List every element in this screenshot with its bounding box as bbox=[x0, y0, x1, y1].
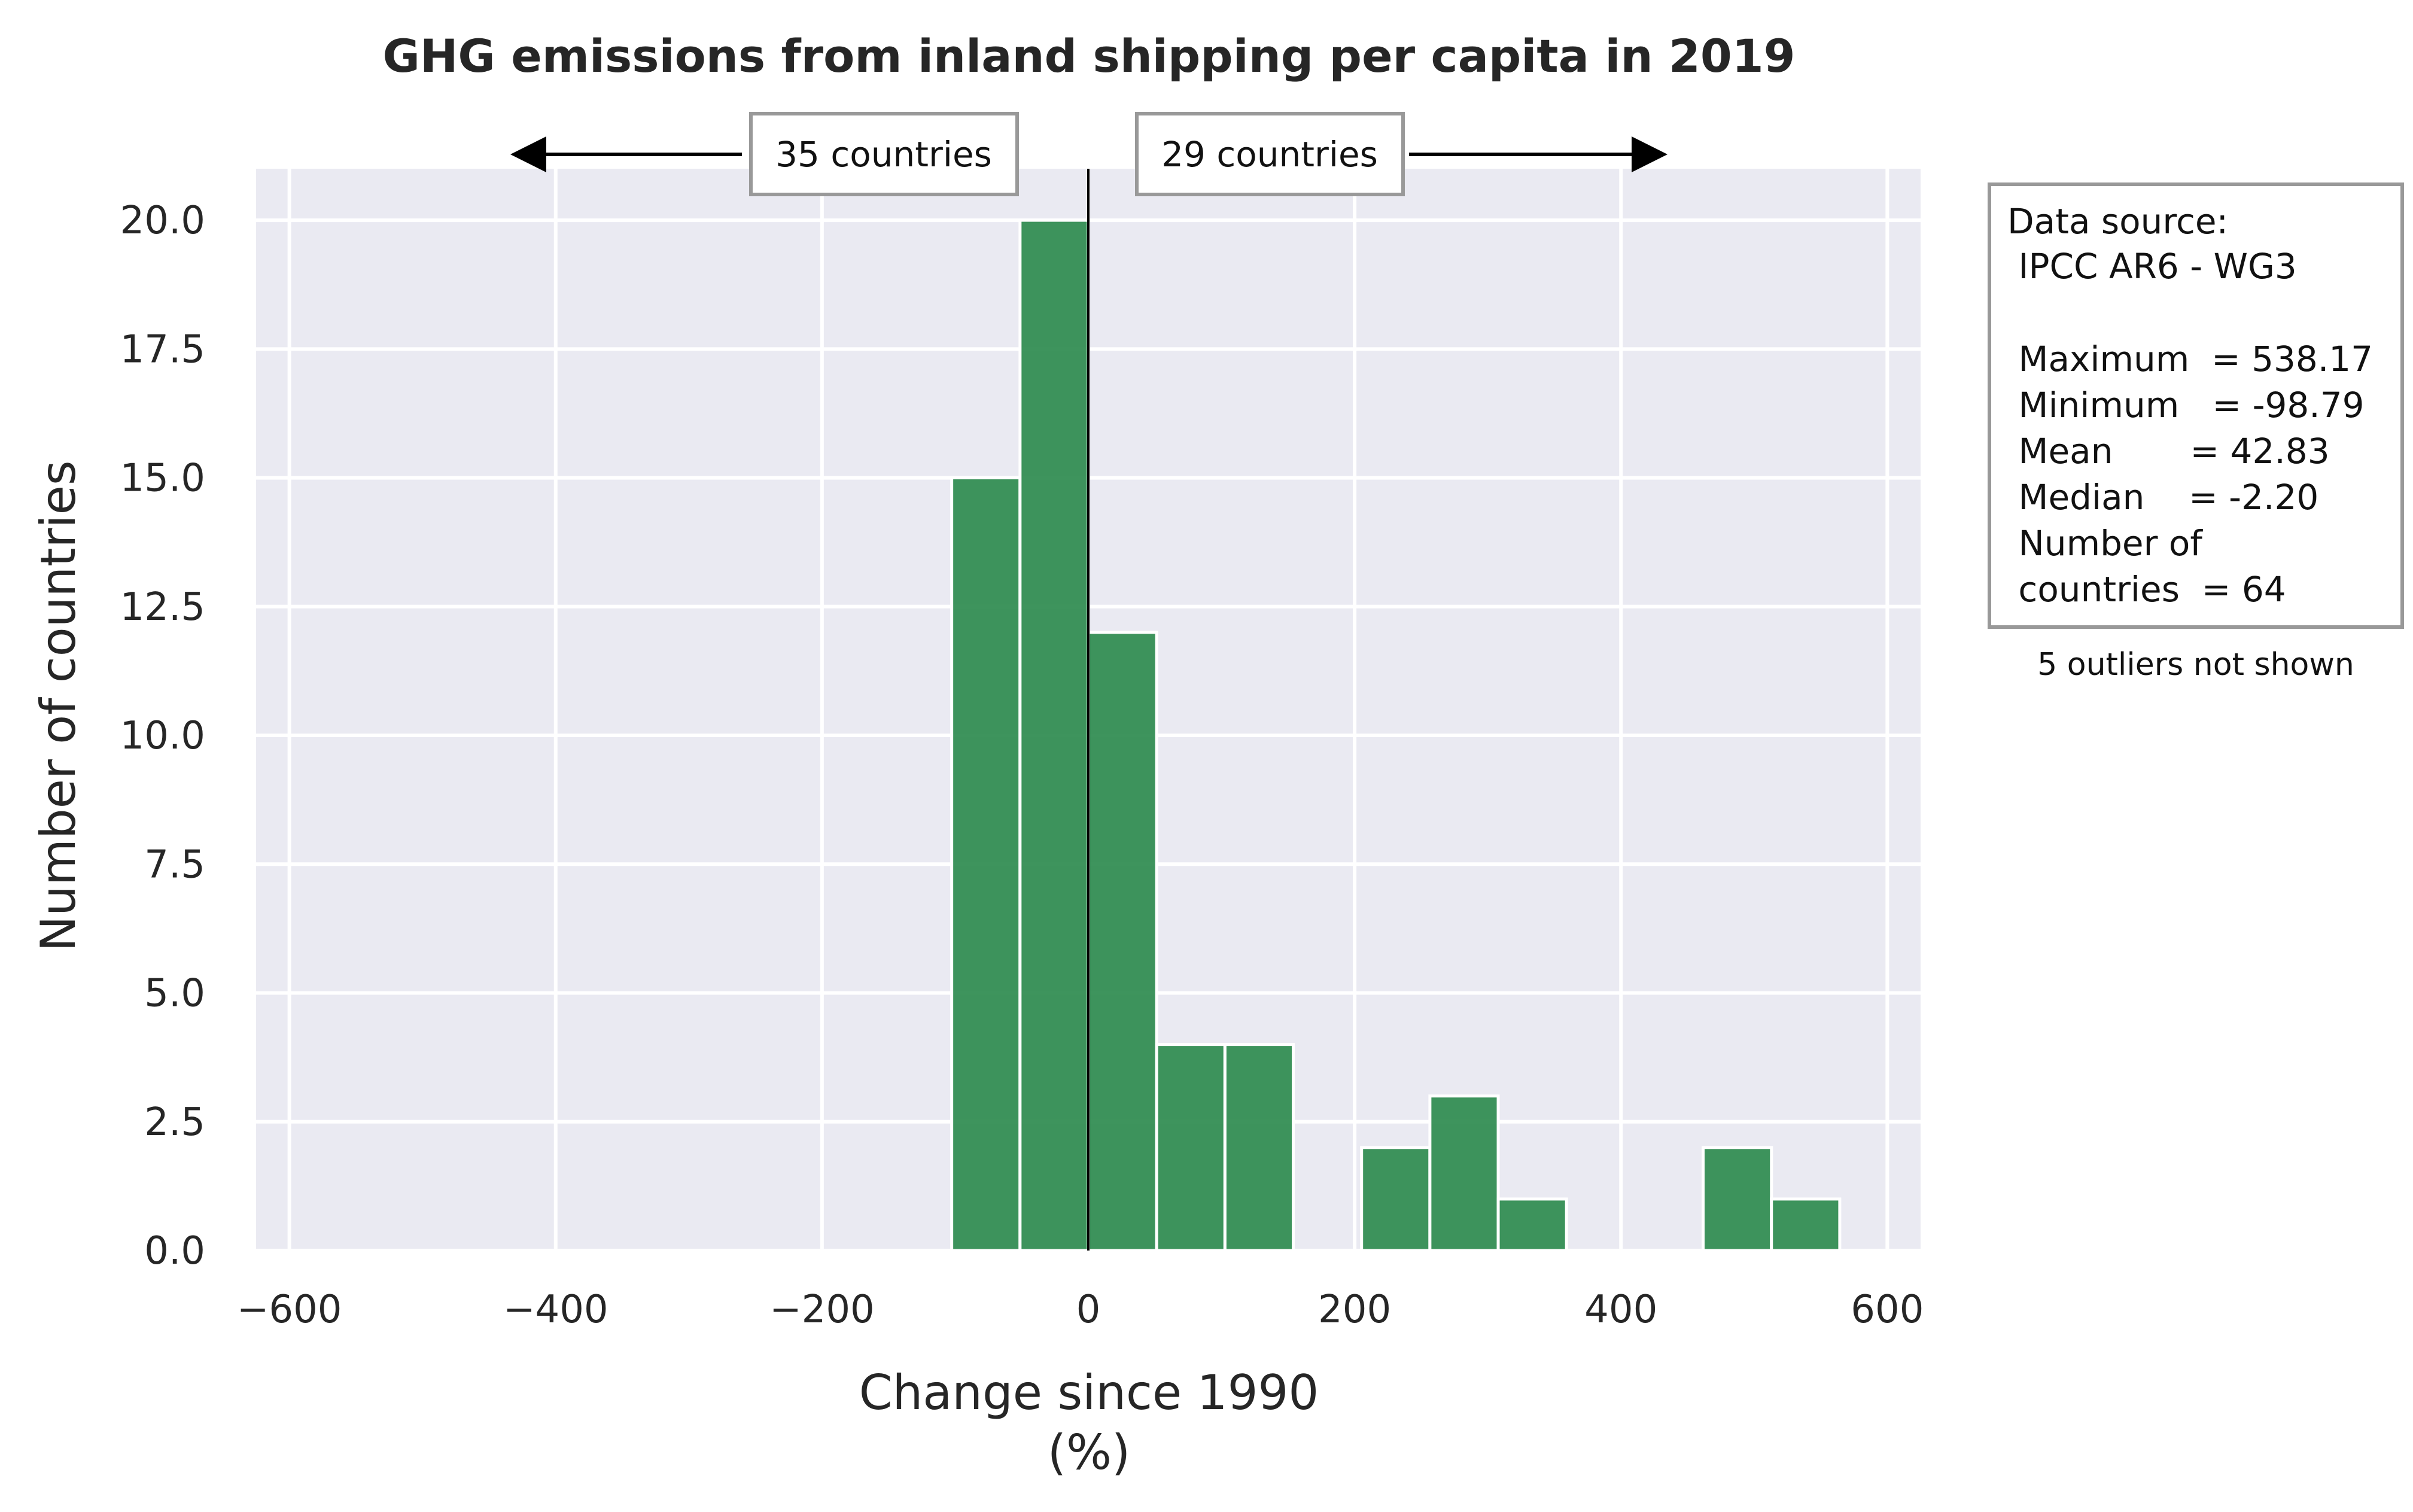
info-line-maximum: Maximum = 538.17 bbox=[2007, 339, 2373, 379]
histogram-bar bbox=[1360, 1146, 1432, 1252]
histogram-bar bbox=[1770, 1197, 1842, 1252]
x-tick-label: −400 bbox=[503, 1288, 608, 1332]
x-tick-label: 200 bbox=[1318, 1288, 1391, 1332]
info-line-countries: countries = 64 bbox=[2007, 569, 2286, 610]
y-axis-ticks: 0.0 2.5 5.0 7.5 10.0 12.5 15.0 17.5 20.0 bbox=[120, 199, 206, 1273]
y-tick-label: 5.0 bbox=[144, 972, 205, 1016]
info-line-minimum: Minimum = -98.79 bbox=[2007, 385, 2365, 425]
x-tick-label: 400 bbox=[1584, 1288, 1657, 1332]
right-count-label: 29 countries bbox=[1161, 134, 1378, 175]
chart-title: GHG emissions from inland shipping per c… bbox=[382, 29, 1795, 83]
info-box bbox=[1988, 182, 2404, 629]
info-line-source: IPCC AR6 - WG3 bbox=[2007, 246, 2297, 287]
histogram-bar bbox=[1428, 1094, 1500, 1252]
x-axis-ticks: −600 −400 −200 0 200 400 600 bbox=[237, 1288, 1924, 1332]
outliers-note: 5 outliers not shown bbox=[2037, 647, 2354, 683]
histogram-bar bbox=[1087, 631, 1158, 1252]
info-line-source-heading: Data source: bbox=[2007, 201, 2228, 242]
y-tick-label: 12.5 bbox=[120, 585, 206, 629]
y-tick-label: 20.0 bbox=[120, 199, 206, 243]
y-tick-label: 0.0 bbox=[144, 1229, 205, 1273]
y-axis-label: Number of countries bbox=[31, 460, 86, 951]
x-tick-label: −200 bbox=[769, 1288, 875, 1332]
y-tick-label: 17.5 bbox=[120, 327, 206, 372]
left-count-box bbox=[749, 112, 1019, 196]
histogram-bar bbox=[950, 476, 1022, 1252]
histogram-bar bbox=[1223, 1043, 1295, 1252]
info-line-mean: Mean = 42.83 bbox=[2007, 431, 2330, 471]
info-panel: Data source: IPCC AR6 - WG3 Maximum = 53… bbox=[1988, 182, 2404, 683]
y-tick-label: 2.5 bbox=[144, 1100, 205, 1145]
info-line-median: Median = -2.20 bbox=[2007, 477, 2318, 518]
right-count-box bbox=[1135, 112, 1405, 196]
y-tick-label: 15.0 bbox=[120, 457, 206, 501]
y-tick-label: 7.5 bbox=[144, 842, 205, 887]
count-annotations: 35 countries 29 countries bbox=[510, 112, 1668, 196]
x-axis-label: Change since 1990 bbox=[859, 1365, 1319, 1420]
histogram-bar bbox=[1018, 218, 1090, 1252]
x-axis-unit: (%) bbox=[1048, 1425, 1130, 1480]
info-line-number-of: Number of bbox=[2007, 523, 2203, 564]
x-tick-label: 0 bbox=[1076, 1288, 1101, 1332]
histogram-bar bbox=[1702, 1146, 1773, 1252]
left-count-label: 35 countries bbox=[775, 134, 992, 175]
histogram-bar bbox=[1155, 1043, 1227, 1252]
histogram-bars bbox=[950, 218, 1842, 1252]
x-tick-label: −600 bbox=[237, 1288, 342, 1332]
histogram-bar bbox=[1496, 1197, 1568, 1252]
x-tick-label: 600 bbox=[1851, 1288, 1924, 1332]
y-tick-label: 10.0 bbox=[120, 714, 206, 758]
